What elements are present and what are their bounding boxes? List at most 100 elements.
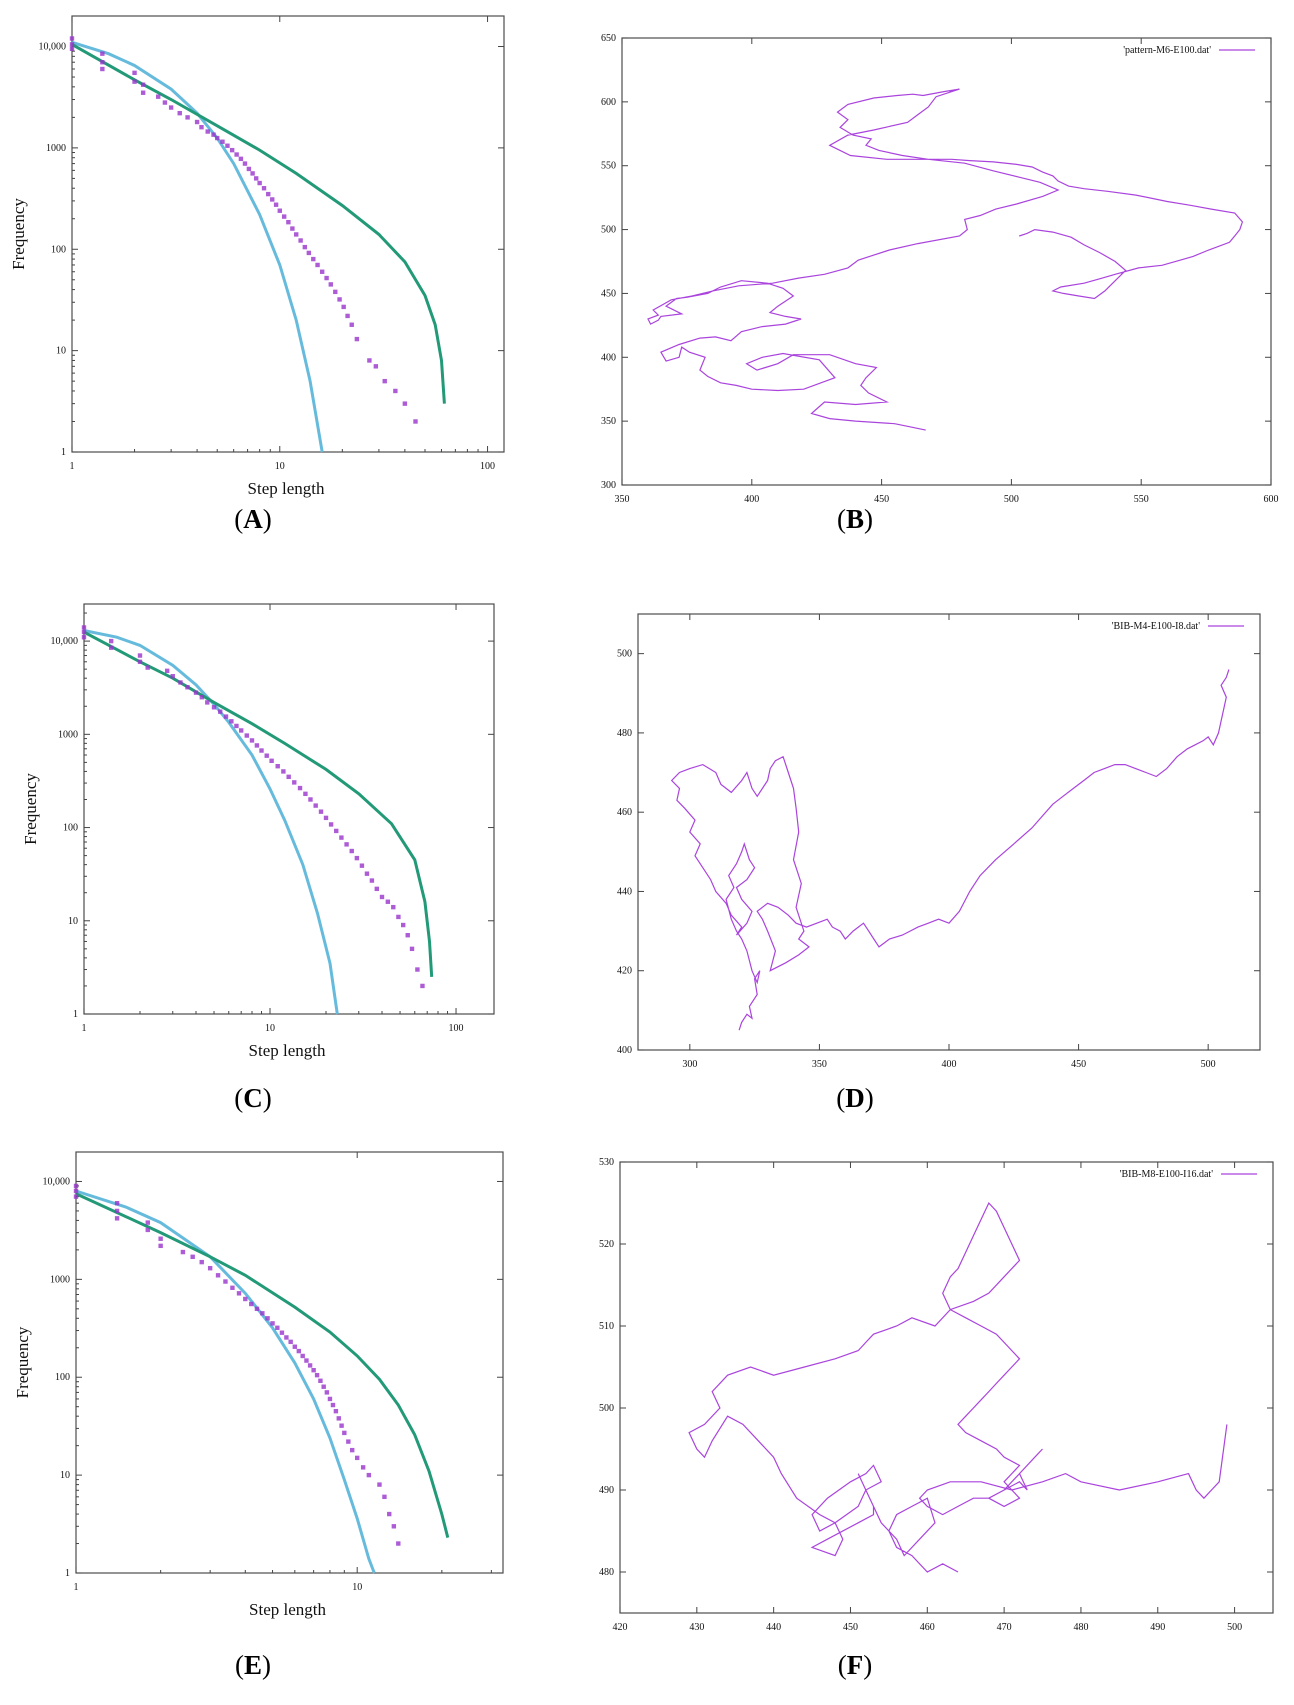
plot-frame <box>71 15 505 453</box>
trajectory-line <box>647 88 1244 431</box>
data-point <box>396 914 401 920</box>
x-tick-label: 470 <box>997 1622 1012 1633</box>
data-point <box>349 322 354 327</box>
data-point <box>323 815 329 821</box>
data-point <box>306 250 312 256</box>
caption-b: (B) <box>836 504 873 534</box>
legend-label: 'BIB-M4-E100-I8.dat' <box>1112 621 1201 632</box>
data-point <box>69 46 75 51</box>
data-point <box>73 1194 79 1199</box>
caption-a: (A) <box>234 504 272 534</box>
data-point <box>350 1447 355 1453</box>
y-tick-label: 650 <box>601 33 616 44</box>
y-tick-label: 10,000 <box>51 636 79 647</box>
caption-d: (D) <box>836 1083 874 1113</box>
data-point <box>234 723 239 729</box>
plot-frame <box>83 603 495 1015</box>
data-point <box>223 1279 228 1284</box>
data-point <box>185 115 190 120</box>
data-point <box>137 653 143 658</box>
data-point <box>220 139 225 144</box>
data-point <box>225 143 230 148</box>
plot-frame <box>621 37 1272 486</box>
data-point <box>270 1321 275 1326</box>
data-point <box>292 1344 298 1349</box>
data-point <box>279 1330 285 1335</box>
x-tick-label: 500 <box>1227 1622 1242 1633</box>
data-point <box>297 785 303 791</box>
data-point <box>190 1254 195 1259</box>
data-point <box>162 100 168 105</box>
data-point <box>379 894 385 900</box>
data-point <box>180 1249 186 1255</box>
x-tick-label: 100 <box>449 1023 464 1034</box>
data-point <box>318 1378 323 1383</box>
data-point <box>230 1285 235 1290</box>
data-point <box>168 105 174 110</box>
data-point <box>369 878 375 883</box>
x-tick-label: 550 <box>1134 494 1149 505</box>
data-point <box>100 66 105 72</box>
data-point <box>250 171 255 176</box>
data-point <box>413 419 418 424</box>
data-point <box>229 147 235 153</box>
data-point <box>205 129 210 134</box>
plot-frame <box>619 1161 1274 1614</box>
data-point <box>328 282 333 287</box>
data-point <box>314 1372 320 1378</box>
data-point <box>69 42 75 47</box>
x-axis-label: Step length <box>248 479 325 498</box>
data-point <box>294 232 299 237</box>
data-point <box>275 764 280 769</box>
data-point <box>249 738 255 743</box>
data-point <box>401 922 406 928</box>
y-tick-label: 300 <box>601 480 616 491</box>
y-tick-label: 100 <box>51 244 66 255</box>
series-line-fit-green <box>83 630 434 977</box>
data-point <box>114 1200 120 1206</box>
y-tick-label: 480 <box>617 728 632 739</box>
x-tick-label: 400 <box>744 494 759 505</box>
x-tick-label: 600 <box>1264 494 1279 505</box>
y-tick-label: 100 <box>63 823 78 834</box>
data-point <box>81 635 87 640</box>
data-point <box>242 161 248 166</box>
data-point <box>223 714 229 719</box>
data-point <box>405 933 410 938</box>
data-point <box>218 709 223 714</box>
data-point <box>140 82 146 87</box>
y-tick-label: 500 <box>617 649 632 660</box>
data-point <box>307 1363 313 1368</box>
x-tick-label: 10 <box>265 1023 275 1034</box>
y-tick-label: 400 <box>601 352 616 363</box>
x-tick-label: 100 <box>480 461 495 472</box>
data-point <box>288 1339 293 1345</box>
data-point <box>269 758 274 763</box>
y-tick-label: 100 <box>55 1372 70 1383</box>
data-point <box>349 848 354 854</box>
data-point <box>409 946 415 952</box>
data-point <box>246 166 252 172</box>
data-point <box>345 313 350 319</box>
data-point <box>308 797 313 802</box>
data-point <box>266 191 271 197</box>
data-point <box>387 1511 392 1517</box>
x-tick-label: 10 <box>275 461 285 472</box>
data-point <box>339 1423 344 1428</box>
x-tick-label: 450 <box>843 1622 858 1633</box>
data-point <box>193 690 199 695</box>
data-point <box>177 110 182 116</box>
data-point <box>359 863 365 868</box>
x-tick-label: 10 <box>352 1582 362 1593</box>
data-point <box>108 645 114 650</box>
y-tick-label: 10 <box>56 346 66 357</box>
data-point <box>330 1402 336 1408</box>
data-point <box>304 1358 309 1363</box>
data-point <box>391 1524 397 1529</box>
data-point <box>315 262 320 268</box>
series-line-fit-green <box>71 43 446 404</box>
data-point <box>158 1236 163 1241</box>
legend-label: 'BIB-M8-E100-I16.dat' <box>1120 1169 1214 1180</box>
data-point <box>69 36 75 41</box>
data-point <box>108 638 114 644</box>
